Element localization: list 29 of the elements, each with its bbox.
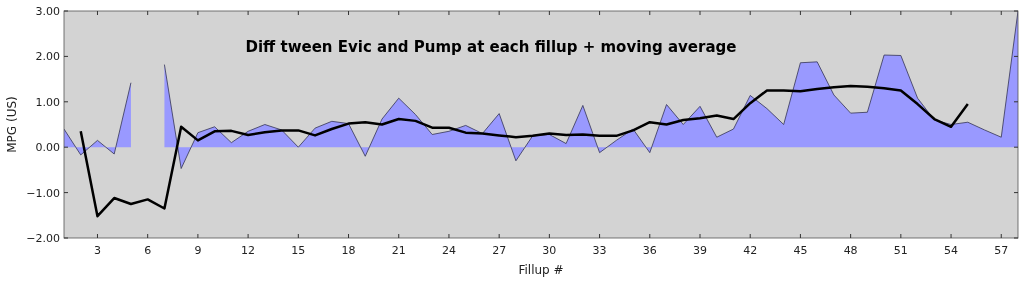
x-tick-label: 33 [592, 244, 607, 257]
x-tick-label: 12 [241, 244, 256, 257]
x-tick-label: 3 [93, 244, 101, 257]
x-tick-label: 15 [291, 244, 306, 257]
y-tick-label: −1.00 [26, 186, 60, 200]
x-tick-label: 48 [843, 244, 858, 257]
x-tick-label: 36 [642, 244, 657, 257]
x-tick-label: 27 [492, 244, 507, 257]
x-tick-label: 18 [341, 244, 356, 257]
x-tick-label: 6 [144, 244, 152, 257]
y-axis-title: MPG (US) [5, 96, 19, 153]
x-tick-label: 30 [542, 244, 557, 257]
x-tick-label: 9 [194, 244, 202, 257]
x-tick-label: 57 [994, 244, 1009, 257]
y-tick-label: 1.00 [35, 95, 60, 109]
x-tick-label: 54 [944, 244, 959, 257]
y-tick-label: 2.00 [35, 50, 60, 64]
y-tick-label: 0.00 [35, 141, 60, 155]
y-tick-label: 3.00 [35, 5, 60, 18]
line-series [79, 84, 970, 218]
x-tick-label: 51 [893, 244, 908, 257]
x-tick-label: 21 [391, 244, 406, 257]
x-tick-label: 39 [693, 244, 707, 257]
text: Diff tween Evic and Pump at each fillup + moving average [245, 38, 737, 56]
x-axis-title: Fillup # [518, 263, 564, 277]
y-tick-label: −2.00 [26, 232, 60, 245]
x-tick-label: 42 [743, 244, 758, 257]
x-tick-label: 45 [793, 244, 808, 257]
x-tick-label: 24 [441, 244, 456, 257]
